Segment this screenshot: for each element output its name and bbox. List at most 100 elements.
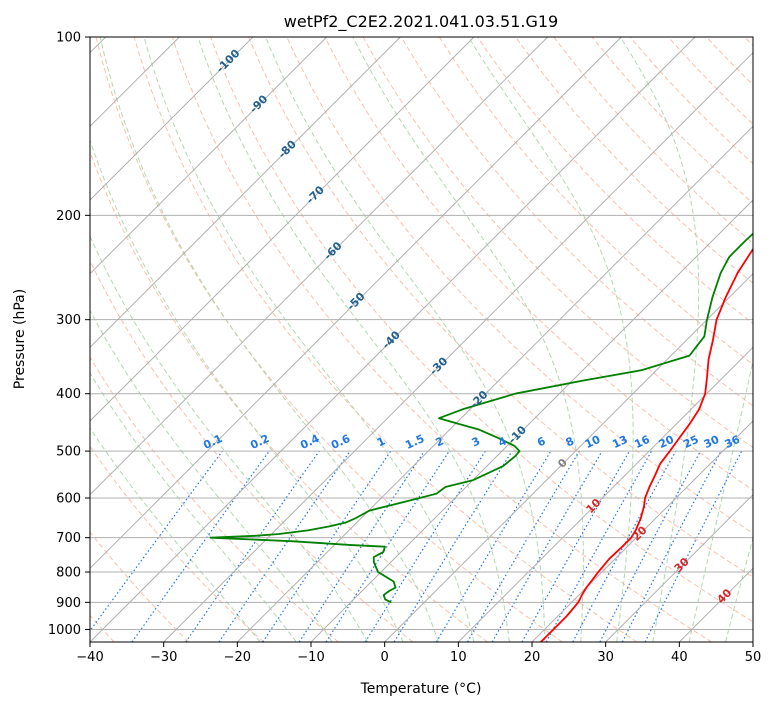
moist-adiabat	[352, 37, 584, 642]
mixing-ratio-label: 6	[535, 434, 548, 449]
isotherm-gridline	[90, 37, 622, 570]
moist-adiabat	[265, 37, 546, 642]
mixing-ratio-label: 25	[681, 433, 700, 451]
dry-adiabat	[553, 37, 753, 244]
y-tick-label: 100	[56, 31, 81, 46]
moist-adiabat	[468, 37, 634, 642]
isotherm-gridline	[90, 37, 696, 642]
isotherm-gridline	[605, 493, 753, 642]
dry-adiabat	[90, 356, 339, 642]
y-tick-label: 1000	[48, 623, 81, 638]
x-tick-label: 0	[381, 650, 389, 665]
mixing-ratio-label: 30	[702, 433, 722, 451]
x-tick-label: −40	[76, 650, 103, 665]
mixing-ratio-label: 20	[657, 433, 677, 451]
moist-adiabat	[90, 235, 369, 642]
isotherm-label: 10	[584, 496, 604, 516]
mixing-ratio-line	[131, 450, 270, 642]
dry-adiabat	[324, 37, 753, 491]
mixing-ratio-label: 3	[470, 434, 482, 449]
isotherm-gridline	[752, 641, 753, 642]
temperature-profile-line	[540, 247, 753, 642]
mixing-ratio-line	[393, 450, 513, 642]
isotherm-gridline	[678, 567, 753, 642]
x-tick-label: 40	[671, 650, 688, 665]
dry-adiabat	[248, 37, 753, 578]
dry-adiabat	[90, 259, 414, 642]
mixing-ratio-label: 0.1	[201, 432, 224, 452]
dry-adiabat	[668, 37, 753, 125]
dry-adiabat	[629, 37, 753, 165]
plot-frame	[89, 36, 754, 643]
isotherm-gridline	[90, 37, 401, 349]
mixing-ratio-line	[521, 450, 631, 642]
moist-adiabat	[99, 37, 439, 642]
y-tick-label: 900	[56, 596, 81, 611]
dry-adiabat	[90, 150, 488, 642]
isotherm-gridline	[90, 37, 254, 201]
x-tick-label: −30	[150, 650, 177, 665]
dewpoint-profile-line	[209, 232, 753, 604]
isotherm-gridline	[163, 51, 753, 642]
x-tick-label: 50	[745, 650, 762, 665]
mixing-ratio-line	[621, 450, 722, 642]
mixing-ratio-line	[466, 450, 580, 642]
x-tick-label: 10	[450, 650, 467, 665]
mixing-ratio-line	[572, 450, 677, 642]
dry-adiabat	[90, 445, 264, 642]
x-tick-label: 20	[524, 650, 541, 665]
isotherm-gridline	[236, 125, 753, 642]
y-tick-label: 600	[56, 492, 81, 507]
isotherm-gridline	[531, 420, 753, 642]
y-axis-label: Pressure (hPa)	[12, 289, 28, 389]
mixing-ratio-line	[435, 450, 552, 642]
mixing-ratio-label: 0.6	[329, 432, 352, 452]
dry-adiabat	[400, 37, 753, 407]
series-layer	[209, 232, 753, 642]
moist-adiabat	[688, 358, 753, 642]
isotherm-gridline	[384, 272, 753, 642]
mixing-ratio-line	[325, 450, 450, 642]
mixing-ratio-label: 0.2	[248, 432, 271, 452]
dry-adiabat	[477, 37, 753, 325]
dry-adiabat	[90, 531, 190, 642]
moist-adiabat	[197, 37, 510, 642]
x-tick-label: −20	[224, 650, 251, 665]
mixing-ratio-line	[599, 450, 702, 642]
y-tick-label: 700	[56, 531, 81, 546]
y-tick-label: 800	[56, 566, 81, 581]
y-tick-label: 500	[56, 445, 81, 460]
y-tick-label: 300	[56, 313, 81, 328]
moist-adiabat	[143, 37, 475, 642]
isotherm-gridline	[310, 199, 753, 642]
chart-title: wetPf2_C2E2.2021.041.03.51.G19	[284, 12, 558, 32]
x-axis-ticks: −40 −30 −20 −10 0 10 20 30 40 50	[76, 642, 761, 665]
mixing-ratio-label: 1.5	[403, 432, 426, 452]
mixing-ratio-line	[491, 450, 603, 642]
dry-adiabat	[515, 37, 753, 284]
isotherm-gridline	[90, 37, 475, 422]
y-axis-ticks: 100 200 300 400 500 600 700 800 900 1000	[48, 31, 90, 638]
mixing-ratio-label: 0.4	[298, 432, 321, 452]
mixing-ratio-line	[218, 450, 351, 642]
moist-adiabat	[90, 427, 261, 642]
isotherm-gridline	[457, 346, 753, 642]
y-tick-label: 400	[56, 387, 81, 402]
moist-adiabat	[90, 309, 333, 642]
mixing-ratio-line	[90, 450, 223, 632]
mixing-ratio-label: 36	[723, 433, 743, 451]
moist-adiabat	[90, 138, 404, 642]
moist-adiabat	[619, 37, 700, 642]
mixing-ratio-line	[545, 450, 653, 642]
dry-adiabat	[591, 37, 753, 204]
moist-adiabats	[90, 37, 753, 642]
mixing-ratio-line	[185, 450, 320, 642]
dry-adiabat	[362, 37, 753, 449]
x-tick-label: 30	[597, 650, 614, 665]
dry-adiabat	[171, 37, 712, 642]
isotherm-gridline	[90, 37, 549, 496]
mixing-ratio-lines	[90, 450, 743, 642]
dry-adiabat	[706, 37, 753, 86]
isotherm-gridline	[90, 37, 328, 275]
